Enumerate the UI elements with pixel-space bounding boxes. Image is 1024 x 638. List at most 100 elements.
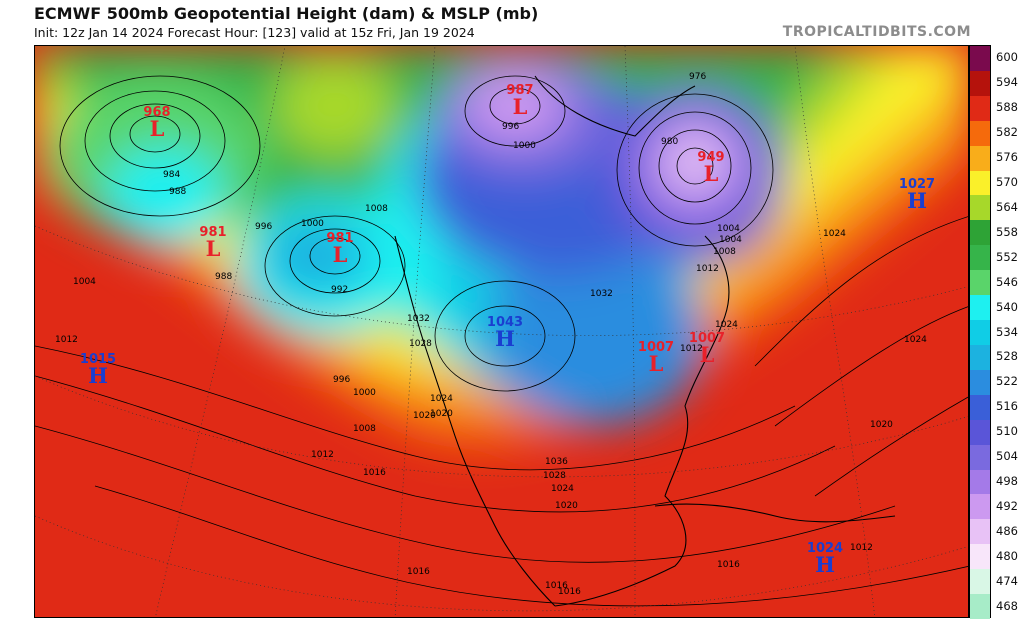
color-scale-swatch (970, 170, 990, 196)
isobar-label: 1012 (680, 344, 703, 354)
pressure-center-letter: L (150, 116, 165, 141)
color-scale-label: 534 (996, 324, 1018, 339)
isobar-label: 1016 (558, 587, 581, 597)
pressure-center-value: 981 (326, 231, 353, 246)
isobar-label: 996 (502, 122, 519, 132)
isobar-label: 1024 (430, 394, 453, 404)
pressure-center-value: 1015 (80, 352, 116, 367)
isobar-label: 1032 (590, 289, 613, 299)
pressure-center-letter: L (206, 236, 221, 261)
color-scale-label: 552 (996, 249, 1018, 264)
pressure-center-value: 987 (506, 83, 533, 98)
isobar-label: 976 (689, 72, 706, 82)
color-scale-label: 504 (996, 449, 1018, 464)
isobar-label: 1036 (545, 457, 568, 467)
isobar-label: 1004 (717, 224, 740, 234)
isobar-label: 1016 (407, 567, 430, 577)
isobar-label: 992 (331, 285, 348, 295)
pressure-center-value: 949 (697, 150, 724, 165)
isobar-label: 1004 (719, 235, 742, 245)
isobar-label: 1020 (430, 409, 453, 419)
color-scale-swatch (970, 295, 990, 321)
pressure-center-value: 968 (143, 105, 170, 120)
color-scale-label: 486 (996, 523, 1018, 538)
pressure-center-letter: H (907, 188, 927, 213)
isobar-label: 1020 (413, 411, 436, 421)
isobar-label: 1024 (551, 484, 574, 494)
isobar-label: 996 (255, 222, 272, 232)
isobar-label: 996 (333, 375, 350, 385)
isobar-label: 988 (215, 272, 232, 282)
site-credit[interactable]: TROPICALTIDBITS.COM (782, 24, 971, 40)
color-scale-label: 492 (996, 498, 1018, 513)
isobar-contours (35, 75, 968, 607)
color-scale-label: 468 (996, 598, 1018, 613)
isobar-label: 1012 (696, 264, 719, 274)
color-scale-label: 582 (996, 125, 1018, 140)
color-scale-swatch (970, 444, 990, 470)
isobar-label: 1008 (365, 204, 388, 214)
color-scale-label: 540 (996, 299, 1018, 314)
isobar-label: 980 (661, 137, 678, 147)
color-scale-swatch (970, 245, 990, 271)
isobar-label: 1016 (363, 468, 386, 478)
pressure-center-letter: L (700, 342, 715, 367)
pressure-center-value: 1043 (487, 315, 523, 330)
color-scale-swatch (970, 270, 990, 296)
color-scale-label: 594 (996, 75, 1018, 90)
isobar-label: 1028 (409, 339, 432, 349)
isobar-label: 1012 (850, 543, 873, 553)
isobar-label: 1012 (311, 450, 334, 460)
color-scale-label: 600 (996, 50, 1018, 65)
pressure-center-value: 1007 (638, 340, 674, 355)
color-scale-label: 564 (996, 199, 1018, 214)
chart-title: ECMWF 500mb Geopotential Height (dam) & … (34, 4, 539, 23)
isobar-label: 1016 (545, 581, 568, 591)
color-scale-bar (969, 45, 991, 620)
color-scale-swatch (970, 145, 990, 172)
isobar-label: 1024 (904, 335, 927, 345)
color-scale-swatch (970, 70, 990, 97)
color-scale-label: 570 (996, 175, 1018, 190)
color-scale-label: 576 (996, 150, 1018, 165)
isobar-label: 984 (163, 170, 180, 180)
color-scale-swatch (970, 544, 990, 570)
color-scale-swatch (970, 195, 990, 221)
color-scale-label: 516 (996, 399, 1018, 414)
pressure-center-value: 981 (199, 225, 226, 240)
pressure-center-letter: H (88, 363, 108, 388)
color-scale-label: 480 (996, 548, 1018, 563)
isobar-label: 1008 (353, 424, 376, 434)
coastlines (394, 75, 896, 607)
color-scale-swatch (970, 95, 990, 122)
isobar-label: 1000 (301, 219, 324, 229)
color-scale-label: 510 (996, 424, 1018, 439)
color-scale-swatch (970, 494, 990, 520)
color-scale-label: 558 (996, 224, 1018, 239)
color-scale-swatch (970, 220, 990, 246)
isobar-label: 1024 (823, 229, 846, 239)
color-scale-label: 528 (996, 349, 1018, 364)
color-scale-swatch (970, 419, 990, 446)
color-scale-swatch (970, 120, 990, 147)
isobar-label: 988 (169, 187, 186, 197)
color-scale-label: 474 (996, 573, 1018, 588)
isobar-label: 1016 (717, 560, 740, 570)
pressure-center-value: 1024 (807, 541, 843, 556)
pressure-center-value: 1027 (899, 177, 935, 192)
pressure-center-letter: L (704, 161, 719, 186)
pressure-center-value: 1007 (689, 331, 725, 346)
isobar-label: 1024 (715, 320, 738, 330)
